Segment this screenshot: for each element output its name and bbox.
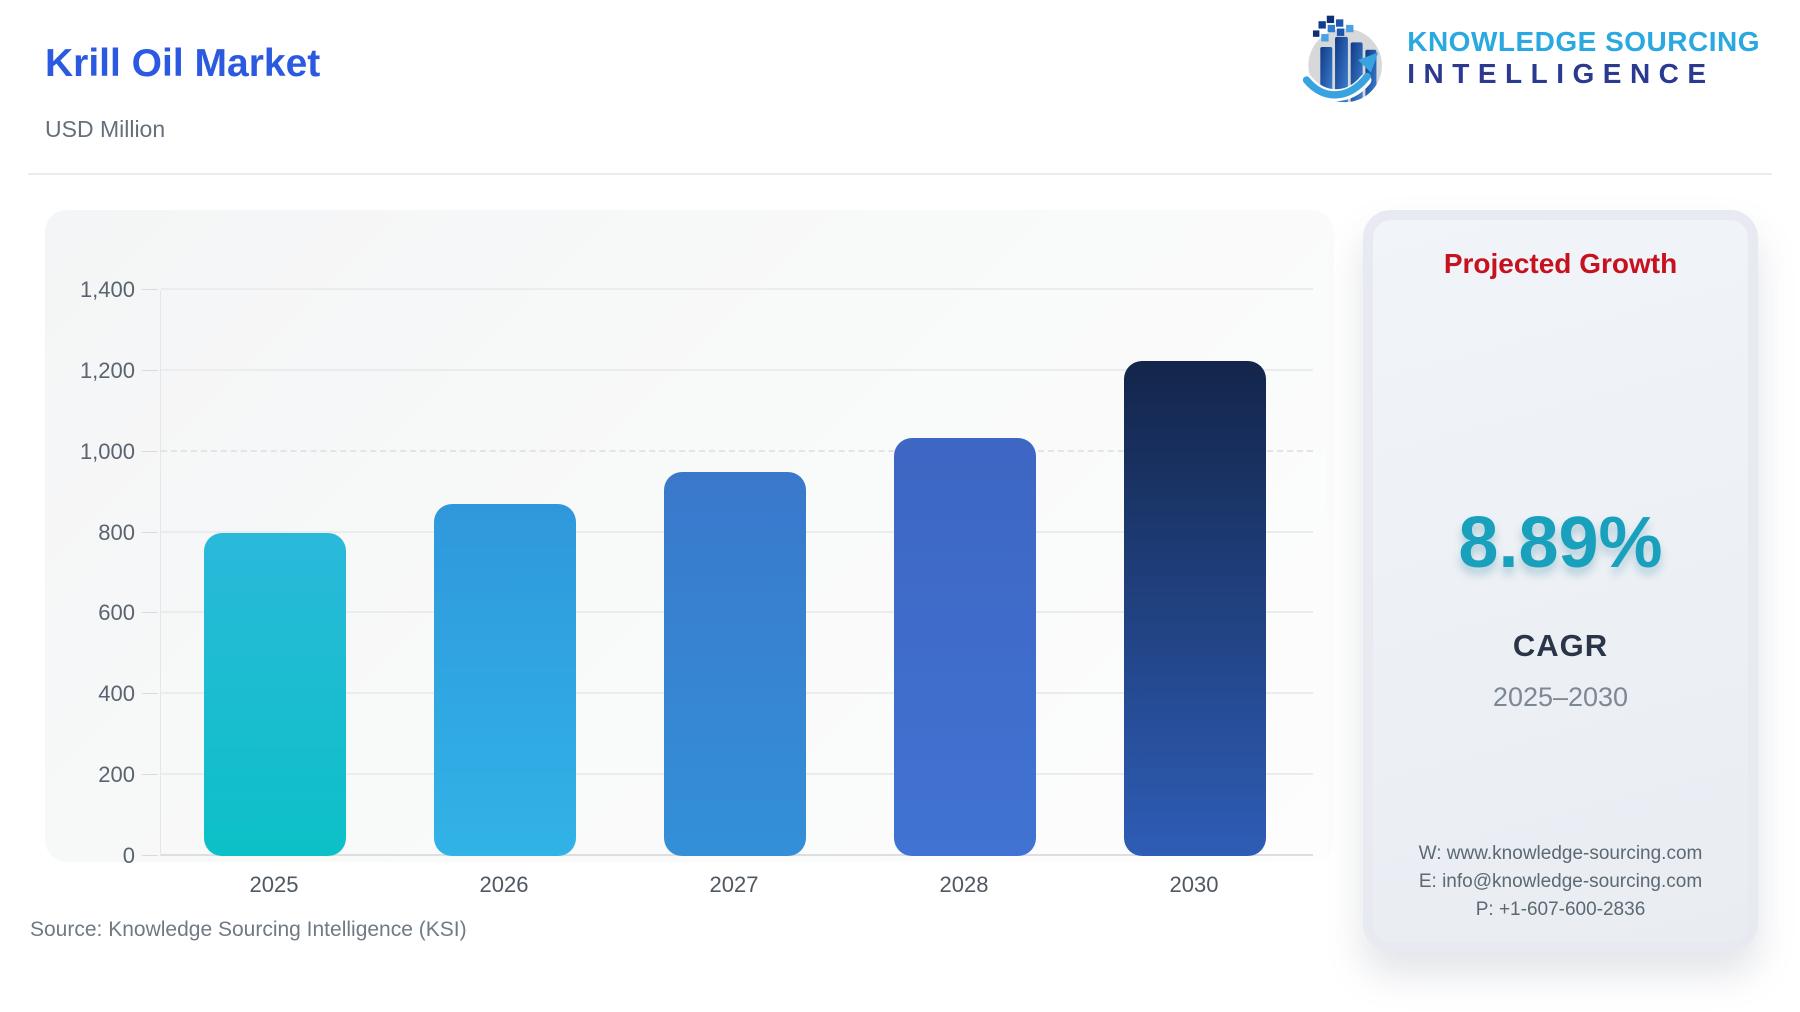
bar-chart-globe-arrow-icon: [1301, 15, 1383, 103]
y-tick-mark-1200: [142, 369, 158, 371]
y-tick-label-200: 200: [98, 762, 135, 788]
contact-phone: P: +1-607-600-2836: [1475, 899, 1646, 920]
y-axis-labels: 0 200 400 600 800 1,000 1,200 1,400: [45, 277, 135, 868]
contact-email: E: info@knowledge-sourcing.com: [1418, 871, 1703, 892]
logo-line1: KNOWLEDGE SOURCING: [1407, 25, 1760, 57]
plot-area: [160, 288, 1313, 856]
contact-website: W: www.knowledge-sourcing.com: [1418, 843, 1703, 864]
units-subtitle: USD Million: [45, 116, 166, 142]
x-tick-label-2025: 2025: [249, 872, 299, 897]
gridline-1400: [161, 288, 1313, 290]
y-tick-mark-800: [142, 531, 158, 533]
header-divider: [28, 173, 1772, 175]
y-tick-label-1000: 1,000: [79, 438, 135, 464]
cagr-label: CAGR: [1512, 628, 1609, 663]
bar-2025: [204, 532, 346, 856]
x-axis-labels: 2025 2026 2027 2028 2030: [160, 872, 1312, 902]
contact-block: W: www.knowledge-sourcing.com E: info@kn…: [1373, 840, 1748, 924]
logo-line2: INTELLIGENCE: [1407, 58, 1715, 89]
y-tick-mark-600: [142, 612, 158, 614]
bar-2027: [664, 471, 806, 856]
y-tick-label-0: 0: [122, 843, 135, 868]
page-title: Krill Oil Market: [45, 42, 321, 85]
logo-text: KNOWLEDGE SOURCING INTELLIGENCE: [1407, 26, 1760, 90]
x-tick-label-2028: 2028: [939, 872, 989, 897]
cagr-percentage: 8.89%: [1458, 503, 1663, 583]
y-tick-label-600: 600: [98, 600, 135, 626]
y-tick-mark-1000: [142, 450, 158, 452]
y-axis-ticks: [45, 289, 160, 856]
y-tick-label-1200: 1,200: [79, 357, 135, 383]
growth-panel-title: Projected Growth: [1443, 248, 1678, 279]
bar-2026: [434, 504, 576, 856]
gridline-1200: [161, 368, 1313, 371]
y-tick-mark-200: [142, 774, 158, 776]
y-tick-label-800: 800: [98, 519, 135, 545]
y-tick-label-1400: 1,400: [79, 277, 135, 302]
y-tick-mark-400: [142, 693, 158, 695]
projected-growth-panel: Projected Growth 8.89% CAGR 2025–2030 W:…: [1363, 210, 1758, 952]
logo-mosaic-squares: [1313, 15, 1354, 42]
y-tick-mark-1400: [142, 289, 158, 290]
x-tick-label-2030: 2030: [1169, 872, 1219, 897]
y-tick-label-400: 400: [98, 681, 135, 707]
chart-card: 0 200 400 600 800 1,000 1,200 1,400: [45, 210, 1334, 868]
source-note: Source: Knowledge Sourcing Intelligence …: [30, 918, 467, 941]
company-logo: KNOWLEDGE SOURCING INTELLIGENCE: [1301, 12, 1760, 104]
x-tick-label-2027: 2027: [709, 872, 759, 897]
y-tick-mark-0: [142, 855, 158, 856]
cagr-period: 2025–2030: [1492, 682, 1629, 712]
bar-2030: [1124, 360, 1266, 856]
x-tick-label-2026: 2026: [479, 872, 529, 897]
gridline-1000: [161, 449, 1313, 452]
bar-2028: [894, 437, 1036, 856]
